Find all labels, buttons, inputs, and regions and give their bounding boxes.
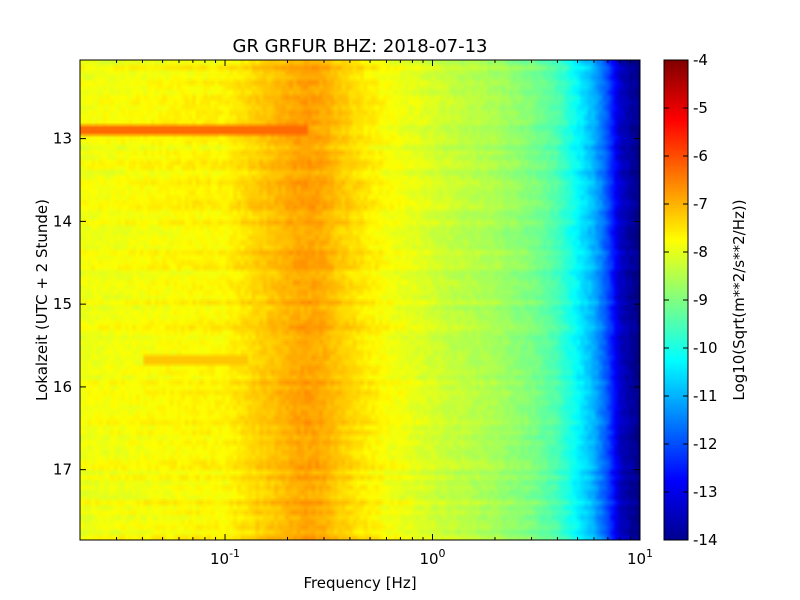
colorbar-tick-label: -4 [693, 51, 708, 69]
y-axis-label: Lokalzeit (UTC + 2 Stunde) [33, 199, 51, 401]
colorbar-tick-label: -5 [693, 99, 708, 117]
x-tick-label: 101 [627, 547, 653, 568]
y-tick-label: 15 [53, 295, 72, 313]
colorbar-tick-label: -8 [693, 243, 708, 261]
colorbar-ticks: -4 -5 -6 -7 -8 -9 -10 -11 -12 -13 -14 [664, 51, 718, 549]
y-axis-ticks: 13 14 15 16 17 [53, 130, 640, 479]
y-tick-label: 14 [53, 212, 72, 230]
x-axis-label: Frequency [Hz] [303, 574, 416, 592]
colorbar-tick-label: -7 [693, 195, 708, 213]
colorbar-tick-label: -6 [693, 147, 708, 165]
x-tick-label: 100 [419, 547, 445, 568]
colorbar-tick-label: -11 [693, 387, 718, 405]
chart-title: GR GRFUR BHZ: 2018-07-13 [233, 36, 488, 57]
y-tick-label: 13 [53, 130, 72, 148]
colorbar-tick-label: -12 [693, 435, 718, 453]
colorbar-tick-label: -10 [693, 339, 718, 357]
colorbar-tick-label: -14 [693, 531, 718, 549]
spectrogram-heatmap [80, 60, 640, 540]
plot-frame [79, 59, 641, 541]
y-tick-label: 17 [53, 461, 72, 479]
x-tick-label: 10-1 [210, 547, 240, 568]
colorbar-tick-label: -9 [693, 291, 708, 309]
colorbar-label: Log10(Sqrt(m**2/s**2/Hz)) [730, 199, 748, 400]
colorbar-tick-label: -13 [693, 483, 718, 501]
x-axis-ticks: 10-1 100 101 [79, 60, 653, 568]
y-tick-label: 16 [53, 378, 72, 396]
